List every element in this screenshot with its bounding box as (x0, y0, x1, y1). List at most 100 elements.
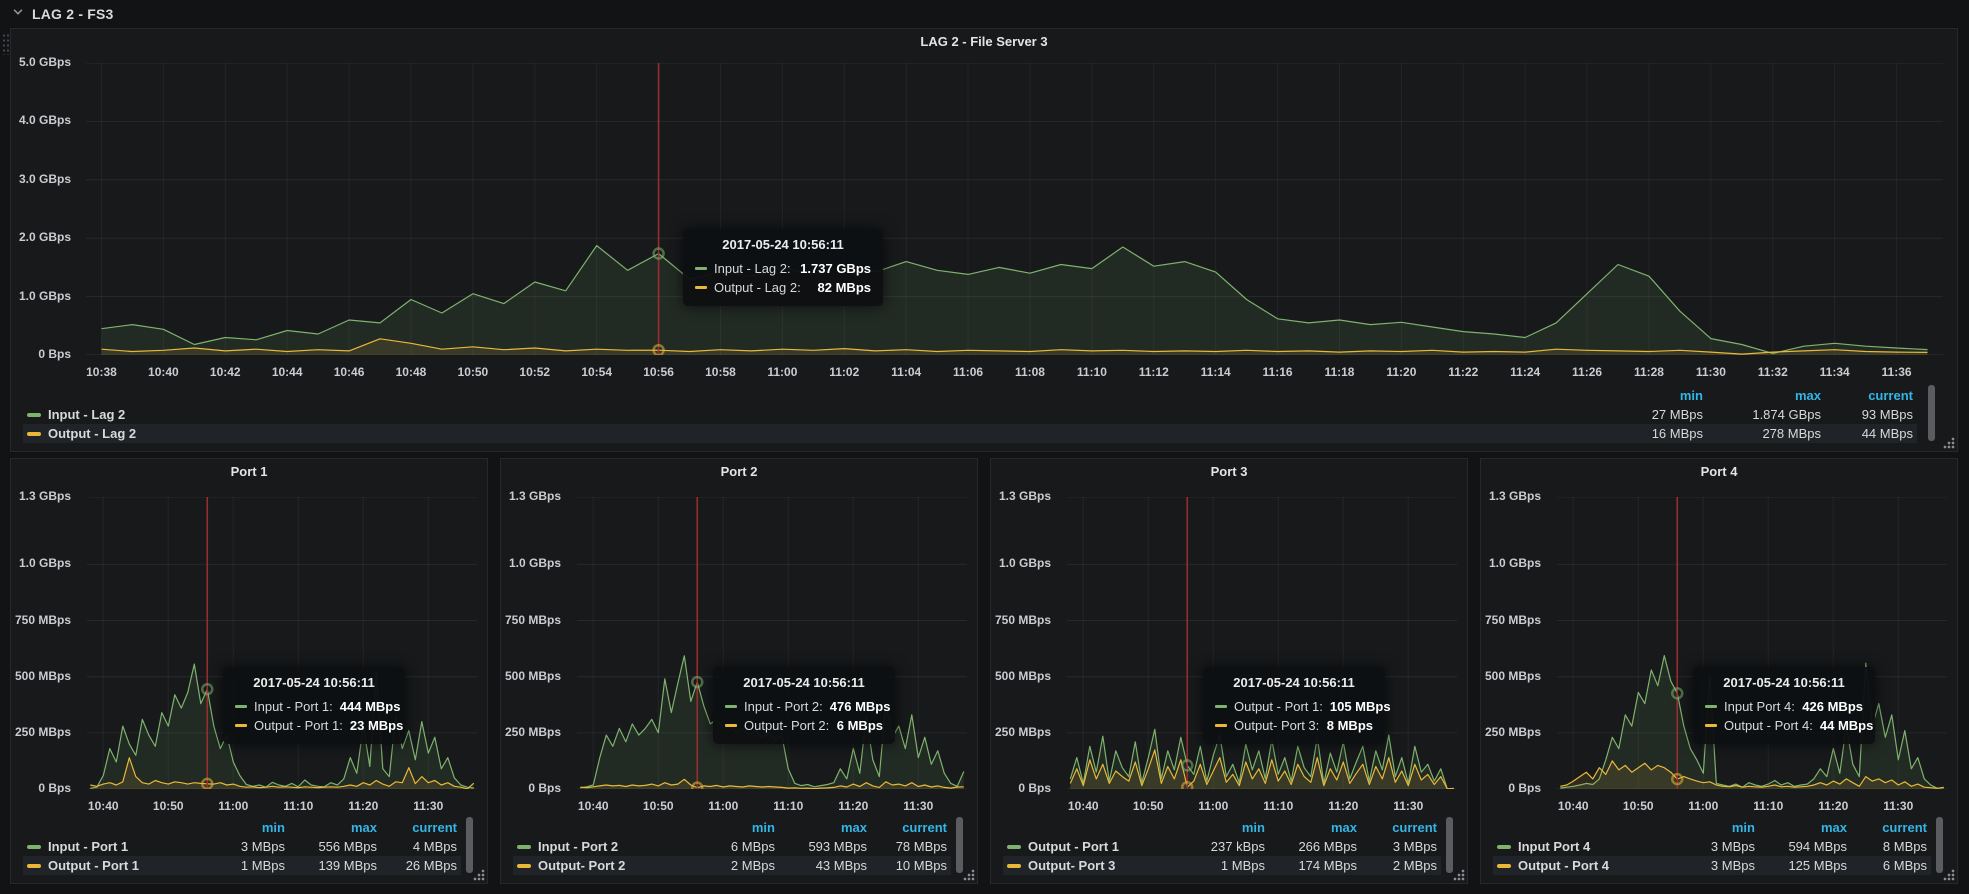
panel-title[interactable]: Port 2 (720, 464, 758, 479)
series-color-dash-icon (725, 724, 737, 727)
legend-col-min[interactable]: min (261, 820, 285, 835)
row-drag-handle-icon[interactable] (2, 33, 10, 55)
legend-col-min[interactable]: min (1679, 388, 1703, 403)
tooltip-row: Output - Lag 2: 82 MBps (695, 278, 871, 297)
legend-scrollbar[interactable] (1446, 817, 1453, 873)
legend-row[interactable]: Input - Port 1 3 MBps 556 MBps 4 MBps (23, 837, 461, 856)
legend-col-current[interactable]: current (902, 820, 947, 835)
y-tick-label: 3.0 GBps (18, 171, 71, 186)
series-color-dash-icon (695, 286, 707, 289)
row-header[interactable]: LAG 2 - FS3 (0, 0, 114, 28)
chart-plot-area[interactable] (1067, 497, 1457, 789)
y-axis: 1.3 GBps 1.0 GBps 750 MBps 500 MBps 250 MBps… (501, 489, 569, 795)
legend-scrollbar[interactable] (1936, 817, 1943, 873)
x-tick-label: 11:20 (838, 799, 869, 813)
panel-title[interactable]: Port 4 (1700, 464, 1738, 479)
legend-col-max[interactable]: max (1330, 820, 1357, 835)
series-color-icon[interactable] (1497, 844, 1511, 849)
legend-min-value: 6 MBps (730, 839, 775, 854)
series-color-icon[interactable] (1497, 863, 1511, 868)
legend-col-max[interactable]: max (840, 820, 867, 835)
panel-resize-grip[interactable] (473, 869, 485, 881)
legend-row[interactable]: Input - Port 2 6 MBps 593 MBps 78 MBps (513, 837, 951, 856)
row-title[interactable]: LAG 2 - FS3 (32, 6, 114, 22)
legend-series-name[interactable]: Output - Lag 2 (48, 426, 137, 441)
legend-row[interactable]: Input Port 4 3 MBps 594 MBps 8 MBps (1493, 837, 1931, 856)
chart-svg (1067, 497, 1457, 789)
x-tick-label: 11:18 (1324, 365, 1355, 379)
legend-row[interactable]: Output - Port 4 3 MBps 125 MBps 6 MBps (1493, 856, 1931, 875)
series-color-dash-icon (1215, 705, 1227, 708)
legend-scrollbar[interactable] (466, 817, 473, 873)
x-tick-label: 11:10 (1076, 365, 1107, 379)
series-color-icon[interactable] (27, 431, 41, 436)
panel-resize-grip[interactable] (1943, 437, 1955, 449)
panel-title[interactable]: Port 3 (1210, 464, 1248, 479)
legend-series-name[interactable]: Input Port 4 (1518, 839, 1591, 854)
chevron-down-icon[interactable] (12, 5, 24, 23)
legend-min-value: 27 MBps (1651, 407, 1703, 422)
tooltip-series-value: 44 MBps (1819, 718, 1874, 733)
legend-series-name[interactable]: Output - Port 1 (1028, 839, 1119, 854)
legend-row[interactable]: Output - Port 1 1 MBps 139 MBps 26 MBps (23, 856, 461, 875)
legend: min max current Output - Port 1 237 kBps… (1003, 818, 1441, 875)
legend-col-current[interactable]: current (1868, 388, 1913, 403)
legend-col-current[interactable]: current (1882, 820, 1927, 835)
legend-row[interactable]: Output - Port 1 237 kBps 266 MBps 3 MBps (1003, 837, 1441, 856)
legend-col-max[interactable]: max (1820, 820, 1847, 835)
panel-title[interactable]: Port 1 (230, 464, 268, 479)
legend-min-value: 3 MBps (240, 839, 285, 854)
tooltip-row: Input - Port 2: 476 MBps (725, 697, 890, 716)
tooltip-series-value: 1.737 GBps (800, 261, 871, 276)
legend-scrollbar[interactable] (956, 817, 963, 873)
series-color-icon[interactable] (27, 863, 41, 868)
legend-series-name[interactable]: Output - Port 4 (1518, 858, 1609, 873)
panel-resize-grip[interactable] (1943, 869, 1955, 881)
chart-plot-area[interactable] (86, 63, 1943, 355)
chart-plot-area[interactable] (577, 497, 967, 789)
series-color-icon[interactable] (27, 844, 41, 849)
x-tick-label: 11:10 (1263, 799, 1294, 813)
panel-resize-grip[interactable] (963, 869, 975, 881)
series-color-icon[interactable] (27, 412, 41, 417)
legend-series-name[interactable]: Input - Port 1 (48, 839, 129, 854)
panel-title[interactable]: LAG 2 - File Server 3 (920, 34, 1048, 49)
series-color-icon[interactable] (1007, 844, 1021, 849)
legend-row[interactable]: Output- Port 2 2 MBps 43 MBps 10 MBps (513, 856, 951, 875)
y-axis: 1.3 GBps 1.0 GBps 750 MBps 500 MBps 250 MBps… (991, 489, 1059, 795)
panel-resize-grip[interactable] (1453, 869, 1465, 881)
legend-series-name[interactable]: Output- Port 2 (538, 858, 626, 873)
legend-max-value: 278 MBps (1762, 426, 1821, 441)
panel-port-2: Port 2 1.3 GBps 1.0 GBps 750 MBps 500 MBps 2… (500, 458, 978, 884)
legend-col-min[interactable]: min (751, 820, 775, 835)
series-color-icon[interactable] (1007, 863, 1021, 868)
legend-current-value: 3 MBps (1392, 839, 1437, 854)
legend-scrollbar[interactable] (1928, 385, 1935, 441)
legend-series-name[interactable]: Output- Port 3 (1028, 858, 1116, 873)
y-tick-label: 1.0 GBps (508, 556, 561, 571)
tooltip-row: Output - Port 1: 105 MBps (1215, 697, 1391, 716)
legend-row[interactable]: Input - Lag 2 27 MBps 1.874 GBps 93 MBps (23, 405, 1917, 424)
legend-row[interactable]: Output - Lag 2 16 MBps 278 MBps 44 MBps (23, 424, 1917, 443)
chart-plot-area[interactable] (1557, 497, 1947, 789)
legend-col-current[interactable]: current (1392, 820, 1437, 835)
legend-col-min[interactable]: min (1241, 820, 1265, 835)
legend-series-name[interactable]: Output - Port 1 (48, 858, 139, 873)
legend-col-max[interactable]: max (350, 820, 377, 835)
series-color-icon[interactable] (517, 844, 531, 849)
legend-col-min[interactable]: min (1731, 820, 1755, 835)
legend-series-name[interactable]: Input - Port 2 (538, 839, 619, 854)
tooltip-row: Input Port 4: 426 MBps (1705, 697, 1863, 716)
legend-series-name[interactable]: Input - Lag 2 (48, 407, 126, 422)
series-color-icon[interactable] (517, 863, 531, 868)
x-tick-label: 10:50 (457, 365, 489, 379)
legend-col-current[interactable]: current (412, 820, 457, 835)
legend-row[interactable]: Output- Port 3 1 MBps 174 MBps 2 MBps (1003, 856, 1441, 875)
chart-plot-area[interactable] (87, 497, 477, 789)
y-tick-label: 750 MBps (14, 612, 71, 627)
x-tick-label: 11:06 (953, 365, 984, 379)
x-tick-label: 11:30 (1393, 799, 1424, 813)
legend-col-max[interactable]: max (1794, 388, 1821, 403)
tooltip-series-label: Output- Port 3: (1234, 718, 1320, 733)
legend-min-value: 1 MBps (240, 858, 285, 873)
